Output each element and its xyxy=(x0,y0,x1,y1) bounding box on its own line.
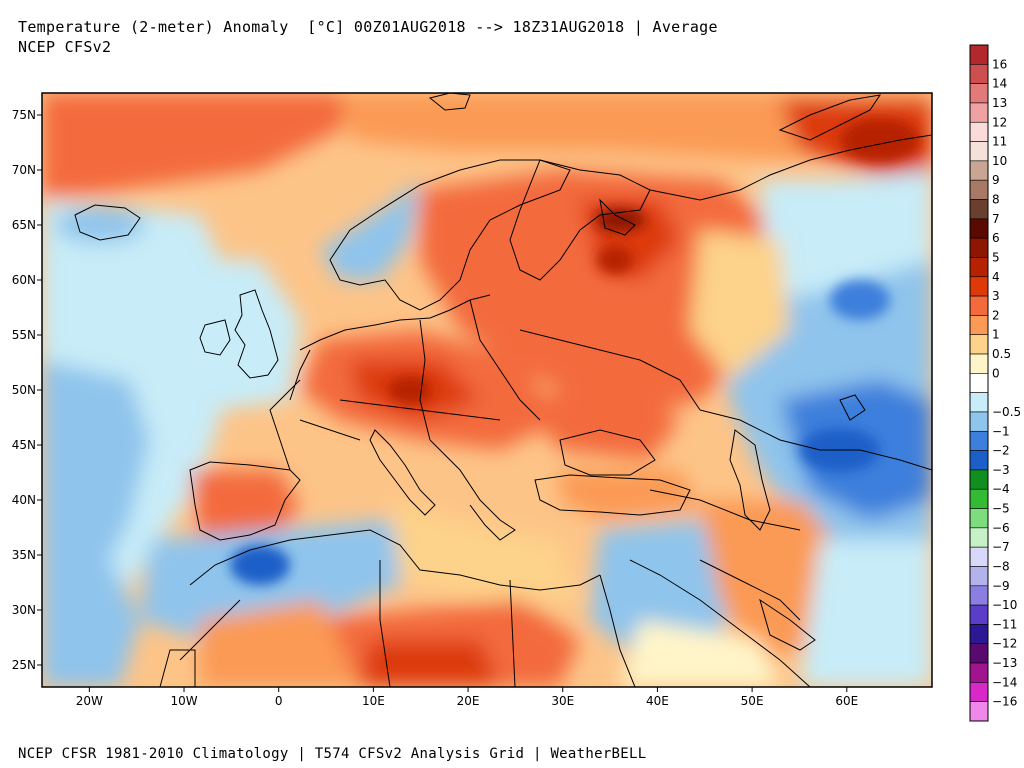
colorbar-label: −12 xyxy=(992,637,1017,651)
temperature-field xyxy=(42,93,932,687)
colorbar-label: 9 xyxy=(992,173,1000,187)
colorbar-swatch xyxy=(969,83,989,104)
colorbar-label: 8 xyxy=(992,193,1000,207)
colorbar-swatch xyxy=(969,373,989,393)
lat-tick-label: 60N xyxy=(12,273,36,287)
colorbar-label: 13 xyxy=(992,96,1007,110)
colorbar-swatch xyxy=(969,199,989,220)
colorbar-label: −7 xyxy=(992,540,1010,554)
colorbar-label: −16 xyxy=(992,695,1017,709)
colorbar-swatch xyxy=(969,353,989,374)
colorbar-swatch xyxy=(969,295,989,316)
colorbar-swatch xyxy=(969,546,989,567)
colorbar-swatch xyxy=(969,469,989,490)
colorbar-swatch xyxy=(969,334,989,355)
colorbar-swatch xyxy=(969,218,989,239)
colorbar-label: −5 xyxy=(992,502,1010,516)
lat-tick-label: 30N xyxy=(12,603,36,617)
colorbar-swatch xyxy=(969,701,989,722)
coastlines xyxy=(74,93,932,687)
colorbar-frame xyxy=(969,44,989,722)
lon-tick-label: 40E xyxy=(646,694,669,708)
colorbar-label: 5 xyxy=(992,250,1000,264)
colorbar-label: −10 xyxy=(992,598,1017,612)
colorbar-label: 7 xyxy=(992,212,1000,226)
colorbar-swatch xyxy=(969,237,989,258)
colorbar-label: −4 xyxy=(992,482,1010,496)
colorbar-swatch xyxy=(969,315,989,336)
colorbar-label: 2 xyxy=(992,308,1000,322)
lon-tick-label: 0 xyxy=(275,694,283,708)
lat-tick-label: 70N xyxy=(12,163,36,177)
colorbar-label: 0 xyxy=(992,366,1000,380)
colorbar-swatch xyxy=(969,585,989,606)
colorbar-swatch xyxy=(969,44,989,65)
colorbar-swatch xyxy=(969,450,989,471)
lat-tick-label: 45N xyxy=(12,438,36,452)
lat-tick-label: 65N xyxy=(12,218,36,232)
colorbar-label: 11 xyxy=(992,135,1007,149)
colorbar-swatch xyxy=(969,624,989,645)
map-footer: NCEP CFSR 1981-2010 Climatology | T574 C… xyxy=(18,746,647,762)
colorbar-label: −8 xyxy=(992,559,1010,573)
colorbar-label: 16 xyxy=(992,57,1007,71)
colorbar-swatch xyxy=(969,682,989,702)
colorbar-swatch xyxy=(969,488,989,509)
lat-tick-label: 35N xyxy=(12,548,36,562)
lat-tick-label: 25N xyxy=(12,658,36,672)
colorbar-label: 14 xyxy=(992,77,1007,91)
colorbar-label: 3 xyxy=(992,289,1000,303)
colorbar-swatch xyxy=(969,121,989,142)
colorbar-label: 12 xyxy=(992,115,1007,129)
colorbar-swatch xyxy=(969,508,989,529)
colorbar-label: −13 xyxy=(992,656,1017,670)
colorbar-swatch xyxy=(969,662,989,683)
lon-tick-label: 50E xyxy=(741,694,764,708)
colorbar-label: 1 xyxy=(992,328,1000,342)
lon-tick-label: 60E xyxy=(835,694,858,708)
colorbar-swatch xyxy=(969,276,989,297)
lat-tick-label: 50N xyxy=(12,383,36,397)
lat-tick-label: 55N xyxy=(12,328,36,342)
colorbar-label: 10 xyxy=(992,154,1007,168)
colorbar-label: 6 xyxy=(992,231,1000,245)
colorbar-label: 0.5 xyxy=(992,347,1011,361)
colorbar-label: −0.5 xyxy=(992,405,1021,419)
colorbar-swatch xyxy=(969,179,989,200)
colorbar-swatch xyxy=(969,643,989,664)
colorbar-swatch xyxy=(969,430,989,451)
colorbar-label: −9 xyxy=(992,579,1010,593)
colorbar-label: 4 xyxy=(992,270,1000,284)
colorbar-swatch xyxy=(969,604,989,625)
latitude-axis: 75N 70N 65N 60N 55N 50N 45N 40N 35N 30N 25N xyxy=(12,108,42,672)
colorbar-label: −6 xyxy=(992,521,1010,535)
colorbar-label: −1 xyxy=(992,424,1010,438)
colorbar-label: −2 xyxy=(992,444,1010,458)
lat-tick-label: 40N xyxy=(12,493,36,507)
lon-tick-label: 10W xyxy=(170,694,197,708)
lon-tick-label: 10E xyxy=(362,694,385,708)
lon-tick-label: 20W xyxy=(76,694,103,708)
colorbar-label: −3 xyxy=(992,463,1010,477)
colorbar-swatch xyxy=(969,160,989,181)
lat-tick-label: 75N xyxy=(12,108,36,122)
map-title: Temperature (2-meter) Anomaly [°C] 00Z01… xyxy=(18,18,718,36)
longitude-axis: 20W 10W 0 10E 20E 30E 40E 50E 60E xyxy=(76,687,858,708)
colorbar-swatch xyxy=(969,257,989,278)
colorbar-swatch xyxy=(969,566,989,587)
colorbar-swatch xyxy=(969,392,989,413)
colorbar-label: −14 xyxy=(992,675,1017,689)
colorbar-swatch xyxy=(969,64,989,84)
colorbar-swatch xyxy=(969,411,989,432)
colorbar-swatch xyxy=(969,527,989,548)
map-subtitle: NCEP CFSv2 xyxy=(18,38,112,56)
lon-tick-label: 20E xyxy=(457,694,480,708)
colorbar-swatch xyxy=(969,141,989,162)
colorbar-label: −11 xyxy=(992,617,1017,631)
lon-tick-label: 30E xyxy=(551,694,574,708)
colorbar-swatch xyxy=(969,102,989,123)
